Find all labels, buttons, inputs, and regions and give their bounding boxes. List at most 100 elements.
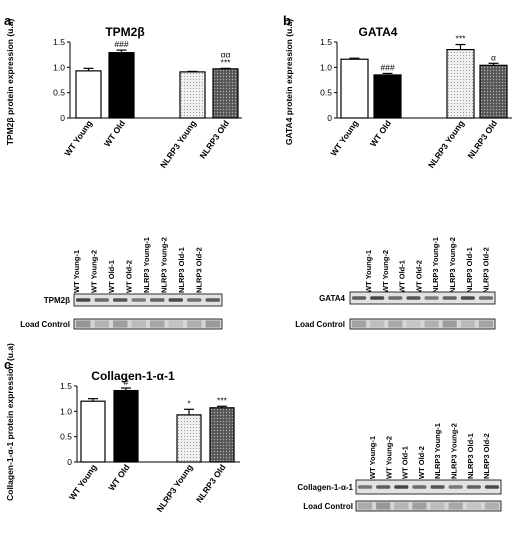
blot-band [131, 298, 146, 302]
blot-band [478, 296, 493, 300]
blot-band [406, 296, 421, 300]
panel-a: a TPM2β TPM2β protein expression (u.a) 0 0.5… [4, 13, 242, 330]
blot-row-label: Collagen-1-α-1 [297, 483, 353, 492]
blot-band [187, 298, 202, 302]
bar [176, 414, 202, 463]
category-label: WT Old [106, 462, 131, 492]
blot-lane-label: WT Old-1 [398, 260, 407, 293]
blot-band [394, 485, 409, 489]
significance-mark: * [187, 398, 191, 408]
blot-row-label: TPM2β [44, 296, 70, 305]
blot-band [94, 298, 109, 302]
blot-lane-label: WT Old-2 [417, 446, 426, 479]
bar [113, 389, 139, 463]
chart-title: TPM2β [105, 25, 144, 39]
category-label: WT Young [62, 118, 94, 158]
load-control-band [150, 320, 165, 328]
bar [340, 58, 369, 119]
load-control-band [424, 320, 439, 328]
load-control-band [394, 502, 409, 510]
y-tick-label: 1.5 [60, 381, 72, 391]
load-control-band [376, 502, 391, 510]
significance-mark: *** [217, 395, 228, 405]
y-tick-label: 1.0 [320, 62, 332, 72]
blot-lane-label: NLRP3 Old-1 [466, 433, 475, 479]
load-control-band [113, 320, 128, 328]
blot-lane-label: NLRP3 Young-1 [433, 423, 442, 479]
bar [209, 407, 235, 463]
blot-lane-label: WT Old-1 [107, 260, 116, 293]
blot-band [442, 296, 457, 300]
significance-mark: ### [114, 39, 128, 49]
y-tick-label: 0.5 [60, 432, 72, 442]
blot-lane-label: NLRP3 Old-2 [482, 433, 491, 479]
blot-band [388, 296, 403, 300]
blot-band [424, 296, 439, 300]
blot-lane-label: WT Young-1 [364, 250, 373, 293]
bar [108, 52, 135, 119]
panel-b: b GATA4 GATA4 protein expression (u.a) 0 0.5… [283, 13, 512, 330]
category-label: WT Young [67, 462, 99, 502]
blot-lane-label: NLRP3 Young-1 [431, 237, 440, 293]
load-control-band [168, 320, 183, 328]
blot-band [113, 298, 128, 302]
y-tick-label: 1.5 [320, 37, 332, 47]
load-control-band [388, 320, 403, 328]
category-label: NLRP3 Young [158, 118, 198, 170]
bar [479, 64, 508, 119]
category-label: NLRP3 Old [197, 118, 231, 160]
bar [373, 74, 402, 119]
significance-mark: α [491, 52, 496, 62]
load-control-band [76, 320, 91, 328]
blot-band [412, 485, 427, 489]
y-tick-label: 0.5 [320, 88, 332, 98]
blot-band [370, 296, 385, 300]
blot-row-label: Load Control [20, 320, 70, 329]
category-label: NLRP3 Old [465, 118, 499, 160]
category-label: NLRP3 Young [426, 118, 466, 170]
category-label: WT Old [368, 118, 393, 148]
load-control-band [430, 502, 445, 510]
y-tick-label: 1.0 [53, 62, 65, 72]
load-control-band [370, 320, 385, 328]
blot-lane-label: WT Young-1 [368, 436, 377, 479]
panel-letter: b [283, 13, 291, 28]
chart-title: GATA4 [359, 25, 398, 39]
blot-lane-label: NLRP3 Young-1 [142, 237, 151, 293]
blot-lane-label: NLRP3 Young-2 [450, 423, 459, 479]
significance-mark: ### [380, 62, 394, 72]
blot-band [352, 296, 367, 300]
load-control-strip [355, 500, 502, 512]
blot-band [466, 485, 481, 489]
blot-lane-label: NLRP3 Young-2 [160, 237, 169, 293]
blot-lane-label: WT Young-2 [381, 250, 390, 293]
blot-band [448, 485, 463, 489]
blot-lane-label: NLRP3 Old-2 [195, 247, 204, 293]
blot-lane-label: WT Old-1 [401, 446, 410, 479]
blot-lane-label: WT Old-2 [125, 260, 134, 293]
load-control-band [478, 320, 493, 328]
y-tick-label: 0 [67, 457, 72, 467]
blot-band [205, 298, 220, 302]
blot-lane-label: NLRP3 Old-1 [177, 247, 186, 293]
blot-band-strip [73, 293, 223, 307]
blot-row-label: Load Control [303, 502, 353, 511]
chart-title: Collagen-1-α-1 [91, 369, 175, 383]
blot-row-label: Load Control [295, 320, 345, 329]
blot-band [358, 485, 373, 489]
blot-band [430, 485, 445, 489]
panel-c: c Collagen-1-α-1 Collagen-1-α-1 protein ex… [4, 343, 502, 514]
significance-mark: *** [456, 34, 467, 44]
y-tick-label: 1.0 [60, 406, 72, 416]
blot-band [150, 298, 165, 302]
blot-lane-label: WT Young-2 [90, 250, 99, 293]
y-tick-label: 1.5 [53, 37, 65, 47]
blot-lane-label: NLRP3 Old-2 [482, 247, 491, 293]
load-control-band [187, 320, 202, 328]
significance-mark: αα [221, 49, 231, 59]
y-axis-label: Collagen-1-α-1 protein expression (u.a) [5, 343, 15, 501]
significance-mark: # [124, 377, 129, 387]
category-label: WT Young [328, 118, 360, 158]
load-control-band [352, 320, 367, 328]
